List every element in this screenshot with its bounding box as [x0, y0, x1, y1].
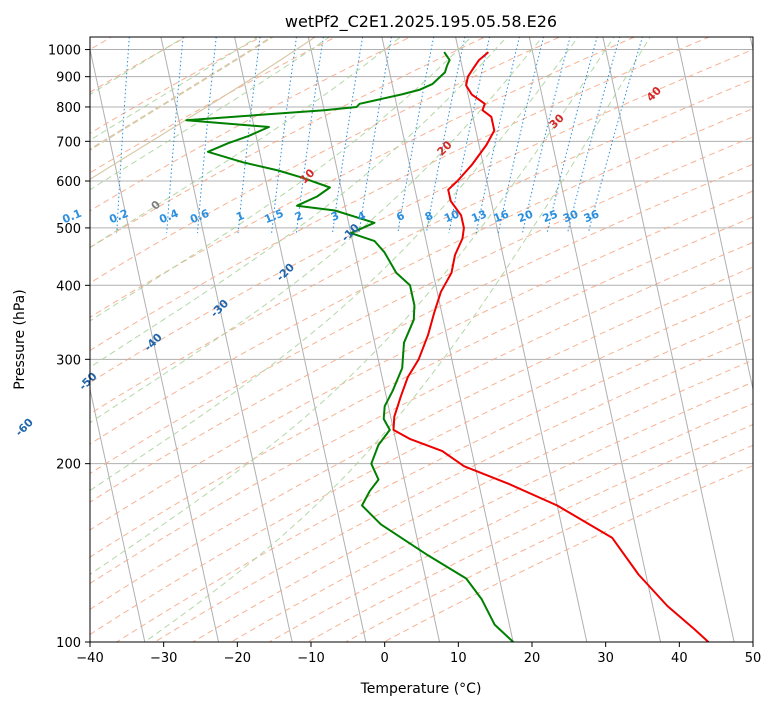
dry-adiabat-line [191, 359, 753, 642]
y-tick-label: 600 [56, 175, 81, 190]
x-tick-label: −30 [150, 651, 177, 666]
mixing-ratio-label: 36 [582, 207, 601, 225]
mixing-ratio-line [295, 37, 324, 234]
dry-adiabat-line [382, 464, 753, 642]
dry-adiabat-line [90, 37, 711, 352]
mixing-ratio-label: 13 [470, 208, 489, 226]
mixing-ratio-line [271, 37, 297, 234]
moist-adiabat-line [90, 37, 186, 95]
mixing-ratio-label: 16 [492, 207, 511, 225]
x-tick-label: −20 [224, 651, 251, 666]
moist-adiabat-line [90, 37, 331, 191]
mixing-ratio-line [425, 37, 466, 234]
x-tick-label: 20 [524, 651, 541, 666]
dry-adiabat-line [90, 78, 753, 415]
y-tick-label: 700 [56, 135, 81, 150]
y-tick-label: 1000 [48, 44, 81, 59]
x-tick-label: 30 [597, 651, 614, 666]
isotherm-line [90, 47, 220, 642]
chart-title: wetPf2_C2E1.2025.195.05.58.E26 [285, 12, 557, 32]
mixing-ratio-line [116, 37, 130, 234]
isotherm-line [90, 386, 146, 642]
mixing-ratio-line [332, 37, 364, 234]
mixing-ratio-label: 3 [329, 209, 341, 224]
moist-adiabat-line [90, 37, 508, 368]
moist-adiabat-line [90, 37, 579, 492]
x-axis-label: Temperature (°C) [360, 681, 482, 697]
x-axis: −40 −30 −20 −10 0 10 20 30 40 50 [76, 642, 761, 666]
dry-adiabat-line [90, 163, 753, 503]
mixing-ratio-line [587, 37, 643, 234]
mixing-ratio-line [546, 37, 598, 234]
mixing-ratio-line [166, 37, 184, 234]
y-tick-label: 900 [56, 71, 81, 86]
dry-adiabat-line [90, 108, 753, 445]
isotherm-line [160, 37, 293, 642]
mixing-ratio-label: 10 [442, 207, 461, 225]
mixing-ratio-line [448, 37, 491, 234]
mixing-ratio-label: 2 [293, 209, 305, 224]
mixing-ratio-line [397, 37, 435, 234]
mixing-ratio-label: 1 [234, 209, 246, 224]
moist-adiabat-line [90, 37, 543, 424]
dry-adiabat-line [90, 49, 753, 384]
y-tick-label: 300 [56, 353, 81, 368]
isotherm-line [381, 37, 514, 642]
moist-adiabat-line [90, 37, 615, 575]
plot-area [90, 37, 753, 642]
dry-adiabat-line [153, 337, 753, 642]
mixing-ratio-label: 25 [541, 208, 560, 226]
dewpoint-profile-line [185, 51, 514, 642]
x-tick-label: −10 [297, 651, 324, 666]
isotherm-line [455, 37, 588, 642]
dry-adiabat-line [90, 190, 753, 531]
isotherm-line [676, 37, 753, 392]
x-tick-label: 40 [671, 651, 688, 666]
dry-adiabat-line [268, 403, 753, 642]
moist-adiabat-line [90, 37, 472, 322]
x-tick-label: 10 [450, 651, 467, 666]
x-tick-label: −40 [76, 651, 103, 666]
isotherm-line [528, 37, 662, 642]
y-axis: 100 200 300 400 500 600 700 800 900 1000 [48, 44, 90, 651]
plot-frame [89, 36, 754, 643]
isotherm-line [307, 37, 441, 642]
mixing-ratio-label: 8 [423, 209, 435, 224]
y-tick-label: 800 [56, 101, 81, 116]
mixing-ratio-line [567, 37, 621, 234]
y-axis-label: Pressure (hPa) [12, 289, 28, 389]
reference-arc-line [90, 37, 317, 181]
x-tick-label: 50 [745, 651, 762, 666]
temperature-profile-line [392, 51, 710, 642]
mixing-ratio-line [237, 37, 261, 234]
dry-adiabat-line [90, 216, 753, 558]
x-tick-label: 0 [381, 651, 389, 666]
dry-adiabat-line [90, 241, 753, 585]
mixing-ratio-line [196, 37, 217, 234]
moist-adiabat-line [144, 37, 651, 642]
series-layer [185, 51, 710, 642]
y-tick-label: 200 [56, 458, 81, 473]
mixing-ratio-label: 30 [561, 207, 580, 225]
dry-adiabat-line [90, 37, 561, 284]
y-tick-label: 400 [56, 279, 81, 294]
mixing-ratio-label: 20 [516, 207, 535, 225]
y-tick-label: 100 [56, 636, 81, 651]
dry-adiabat-line [90, 136, 753, 475]
dry-adiabat-line [90, 37, 412, 212]
dry-adiabat-line [90, 37, 487, 249]
dry-adiabat-line [230, 381, 753, 642]
isotherm-line [602, 37, 735, 642]
background-lines [90, 37, 753, 642]
y-tick-label: 500 [56, 222, 81, 237]
